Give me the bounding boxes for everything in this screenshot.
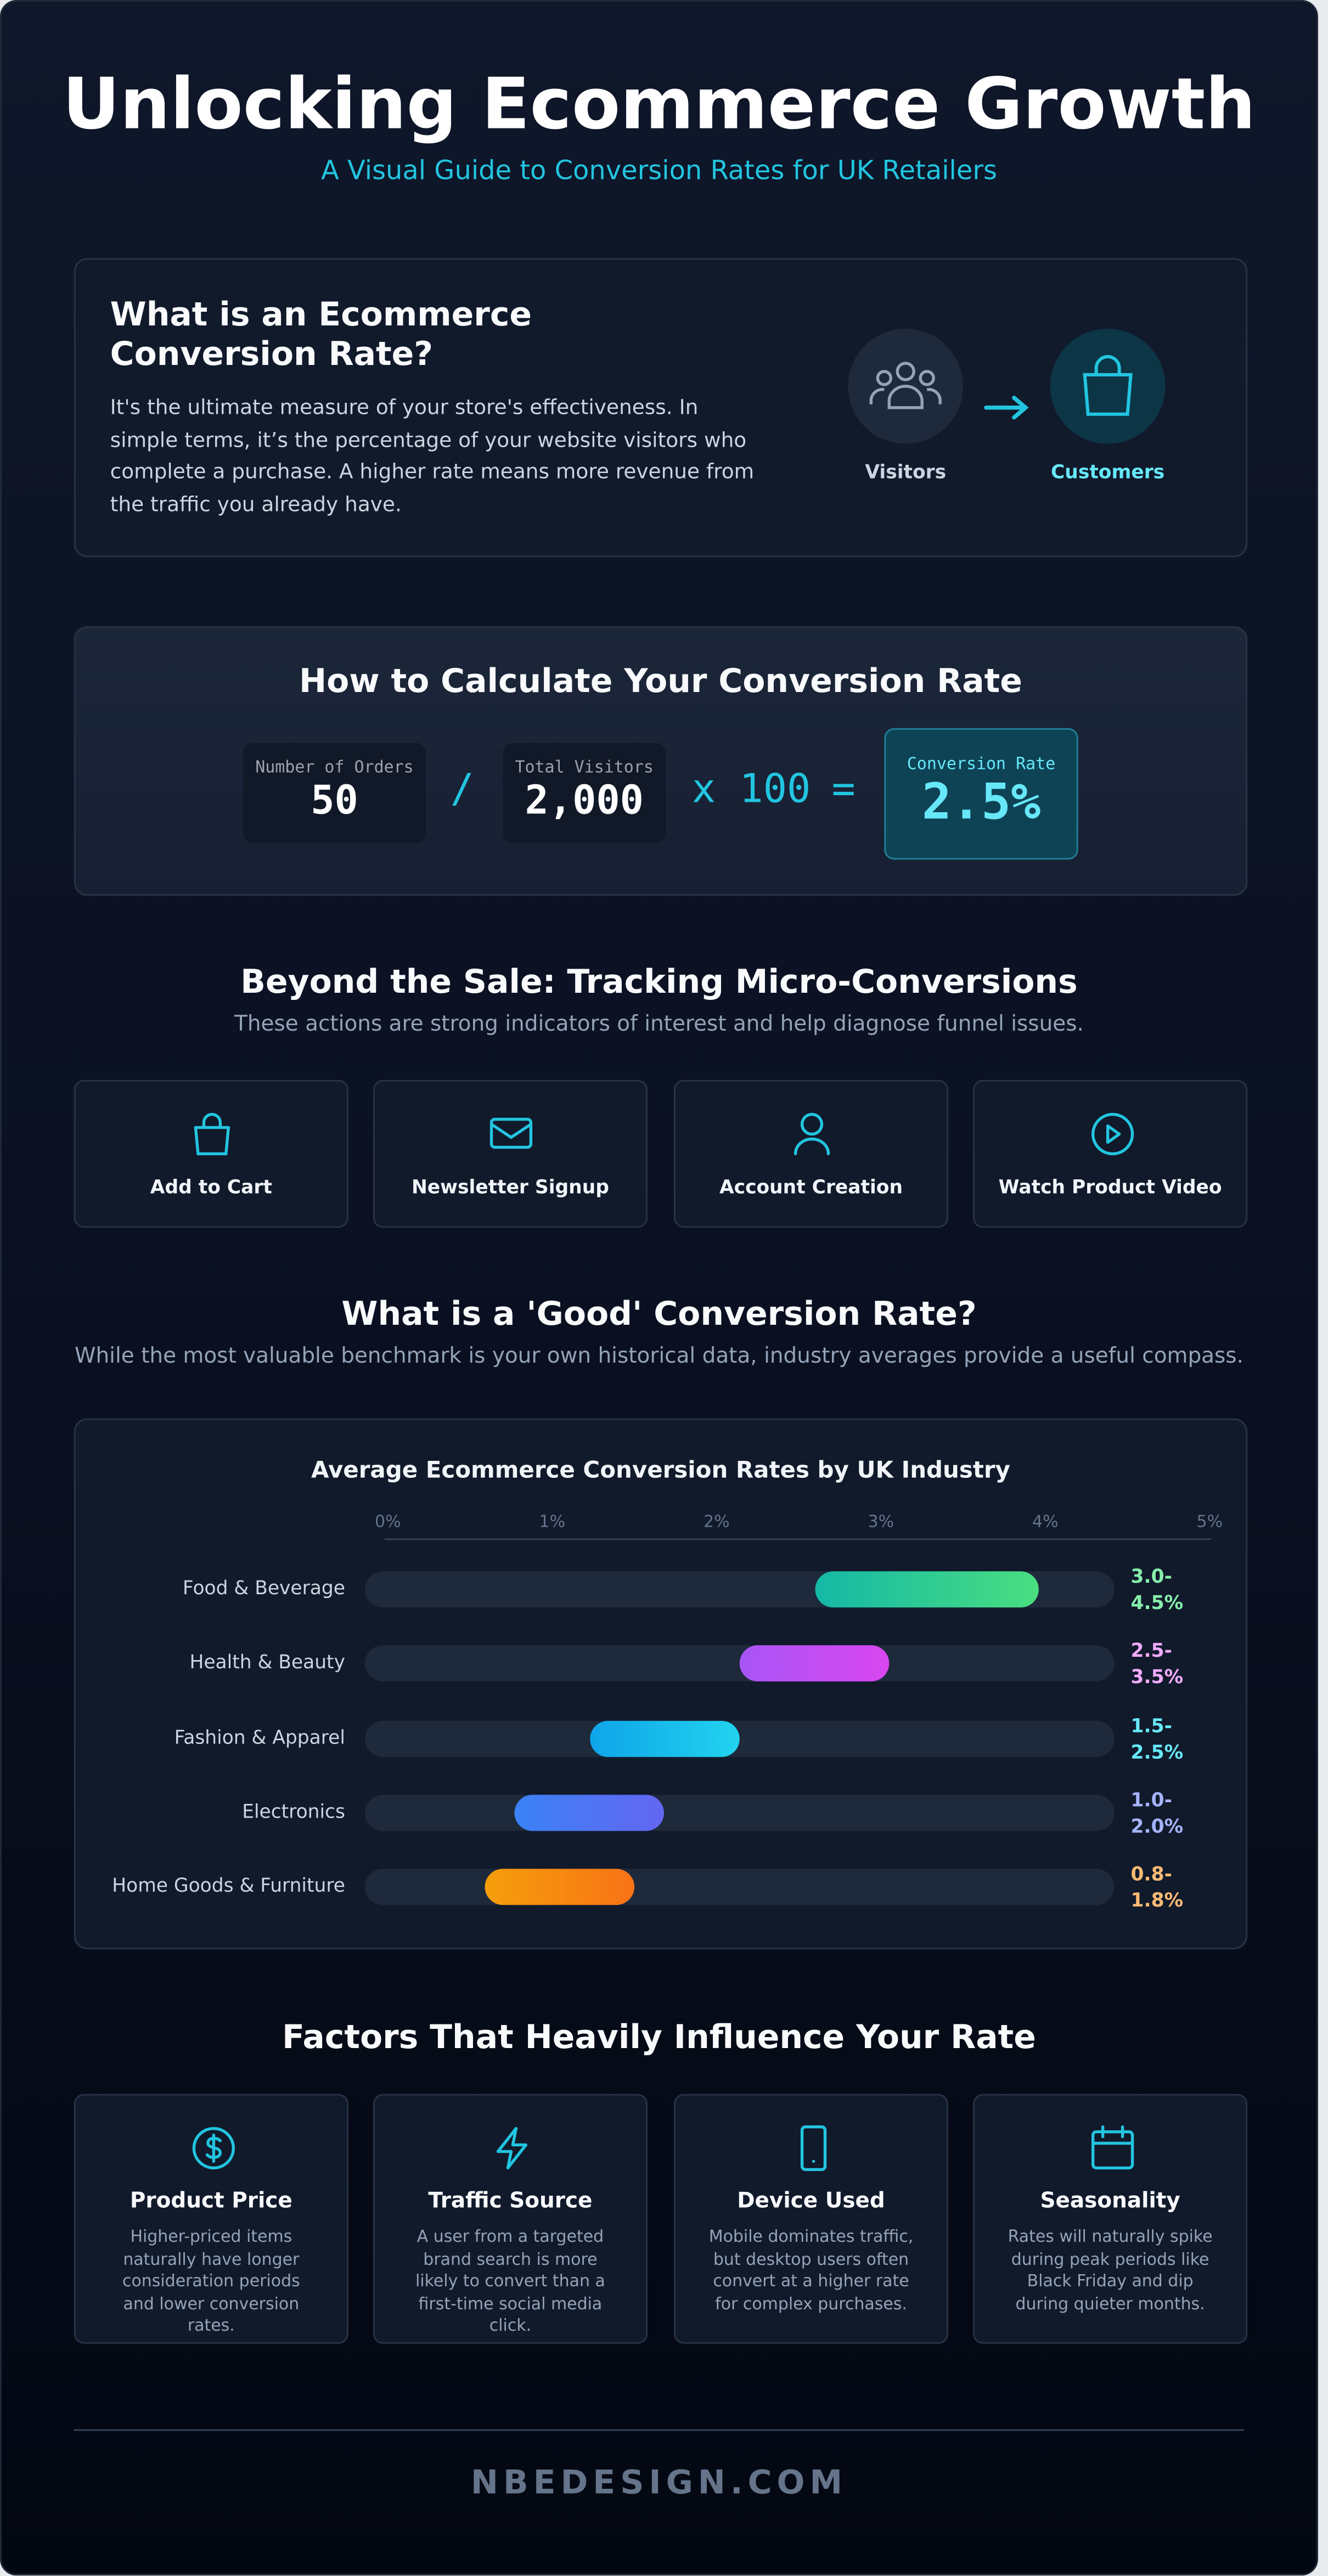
range-bar xyxy=(814,1571,1040,1608)
factor-card: Product Price Higher-priced items natura… xyxy=(74,2094,348,2344)
micro-card: Watch Product Video xyxy=(973,1079,1248,1228)
visitors-box: Total Visitors 2,000 xyxy=(503,743,666,843)
value-label: 2.5-3.5% xyxy=(1130,1639,1184,1689)
result-box: Conversion Rate 2.5% xyxy=(884,728,1078,860)
result-label: Conversion Rate xyxy=(907,756,1056,774)
axis-line xyxy=(384,1538,1212,1540)
factors-title: Factors That Heavily Influence Your Rate xyxy=(282,2016,1036,2056)
definition-title: What is an Ecommerce Conversion Rate? xyxy=(110,294,532,373)
result-value: 2.5% xyxy=(921,774,1041,832)
category-label: Food & Beverage xyxy=(182,1576,345,1600)
factor-text: A user from a targeted brand search is m… xyxy=(415,2229,605,2336)
equals-sign: = xyxy=(831,766,856,812)
bag-icon xyxy=(194,1112,230,1156)
factor-title: Traffic Source xyxy=(428,2189,593,2214)
category-label: Health & Beauty xyxy=(189,1650,345,1674)
phone-icon xyxy=(800,2125,827,2172)
category-label: Electronics xyxy=(242,1799,345,1823)
x-tick-label: 2% xyxy=(704,1514,730,1532)
footer-brand: NBEDESIGN.COM xyxy=(470,2462,848,2502)
x-tick-label: 3% xyxy=(868,1514,894,1532)
micro-card: Newsletter Signup xyxy=(373,1079,648,1228)
definition-card: What is an Ecommerce Conversion Rate? It… xyxy=(74,258,1248,558)
x-tick-label: 1% xyxy=(539,1514,566,1532)
micro-label: Newsletter Signup xyxy=(411,1175,609,1199)
micro-subtitle: These actions are strong indicators of i… xyxy=(234,1012,1084,1037)
chart-title: Average Ecommerce Conversion Rates by UK… xyxy=(311,1458,1010,1484)
definition-text: It's the ultimate measure of your store'… xyxy=(110,394,755,516)
category-label: Home Goods & Furniture xyxy=(112,1874,345,1897)
benchmark-title: What is a 'Good' Conversion Rate? xyxy=(341,1293,977,1333)
factor-title: Device Used xyxy=(737,2189,885,2214)
factor-title: Product Price xyxy=(130,2189,292,2214)
formula-title: How to Calculate Your Conversion Rate xyxy=(299,660,1022,700)
orders-value: 50 xyxy=(311,777,358,824)
customers-label: Customers xyxy=(1051,460,1165,483)
micro-label: Add to Cart xyxy=(150,1175,272,1199)
price-icon xyxy=(192,2127,235,2170)
value-label: 3.0-4.5% xyxy=(1130,1565,1184,1615)
range-bar xyxy=(739,1645,890,1682)
mail-icon xyxy=(489,1117,533,1149)
range-bar xyxy=(589,1720,740,1757)
visitors-label: Total Visitors xyxy=(515,759,654,778)
multiply: x 100 xyxy=(691,766,811,812)
benchmark-subtitle: While the most valuable benchmark is you… xyxy=(74,1344,1243,1369)
bolt-icon xyxy=(496,2127,528,2170)
value-label: 0.8-1.8% xyxy=(1130,1862,1184,1912)
divider xyxy=(74,2429,1245,2431)
micro-card: Add to Cart xyxy=(74,1079,348,1228)
factor-title: Seasonality xyxy=(1040,2189,1180,2214)
x-tick-label: 4% xyxy=(1032,1514,1059,1532)
user-icon xyxy=(794,1112,830,1156)
category-label: Fashion & Apparel xyxy=(174,1725,345,1748)
micro-label: Account Creation xyxy=(719,1175,903,1199)
factor-card: Device Used Mobile dominates traffic, bu… xyxy=(673,2094,949,2344)
factor-card: Seasonality Rates will naturally spike d… xyxy=(973,2094,1248,2344)
track xyxy=(364,1869,1115,1905)
factor-text: Rates will naturally spike during peak p… xyxy=(1008,2229,1213,2314)
micro-card: Account Creation xyxy=(673,1079,949,1228)
value-label: 1.5-2.5% xyxy=(1130,1713,1184,1763)
factor-text: Mobile dominates traffic, but desktop us… xyxy=(708,2229,914,2314)
visitors-label: Visitors xyxy=(865,460,947,483)
conversion-icons xyxy=(848,329,1166,444)
orders-box: Number of Orders 50 xyxy=(243,743,426,843)
orders-label: Number of Orders xyxy=(255,759,414,778)
visitors-value: 2,000 xyxy=(525,777,644,824)
x-tick-label: 5% xyxy=(1196,1514,1223,1532)
calendar-icon xyxy=(1091,2125,1134,2170)
value-label: 1.0-2.0% xyxy=(1130,1788,1184,1838)
micro-label: Watch Product Video xyxy=(998,1175,1222,1199)
divide-sign: / xyxy=(450,766,474,812)
factor-card: Traffic Source A user from a targeted br… xyxy=(373,2094,648,2344)
track xyxy=(364,1645,1115,1682)
formula-card: How to Calculate Your Conversion Rate Nu… xyxy=(74,626,1248,896)
range-bar xyxy=(514,1795,665,1831)
track xyxy=(364,1720,1115,1757)
track xyxy=(364,1795,1115,1831)
range-bar xyxy=(485,1869,635,1905)
title: Unlocking Ecommerce Growth xyxy=(62,64,1256,147)
play-icon xyxy=(1091,1112,1134,1156)
micro-title: Beyond the Sale: Tracking Micro-Conversi… xyxy=(240,961,1078,1001)
subtitle: A Visual Guide to Conversion Rates for U… xyxy=(321,154,997,186)
x-tick-label: 0% xyxy=(375,1514,401,1532)
factor-text: Higher-priced items naturally have longe… xyxy=(122,2229,300,2336)
chart-card: Average Ecommerce Conversion Rates by UK… xyxy=(74,1418,1248,1950)
